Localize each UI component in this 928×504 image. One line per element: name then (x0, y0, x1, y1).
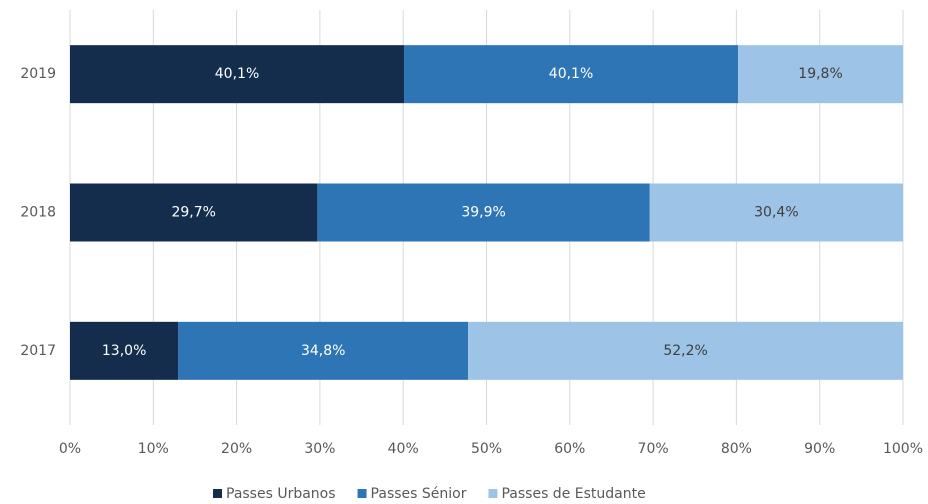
x-tick-label: 70% (638, 441, 669, 457)
legend-label: Passes de Estudante (501, 486, 645, 502)
bar-segment (178, 321, 469, 380)
data-label: 34,8% (301, 343, 345, 359)
legend-swatch (357, 489, 367, 498)
legend-swatch (213, 489, 222, 498)
data-label: 40,1% (215, 66, 259, 82)
bar-segment (70, 45, 405, 104)
data-label: 39,9% (461, 205, 505, 221)
data-label: 19,8% (798, 66, 842, 82)
y-tick-label: 2018 (20, 205, 56, 221)
x-tick-label: 30% (304, 441, 335, 457)
legend-label: Passes Sénior (371, 486, 467, 502)
x-tick-label: 20% (221, 441, 252, 457)
bar-segment (649, 183, 903, 242)
data-label: 30,4% (754, 205, 798, 221)
data-label: 40,1% (549, 66, 593, 82)
x-tick-label: 60% (554, 441, 585, 457)
bar-segment (404, 45, 739, 104)
x-tick-label: 100% (883, 441, 923, 457)
bar-segment (738, 45, 903, 104)
data-label: 52,2% (663, 343, 707, 359)
bar-segment (70, 183, 318, 242)
data-label: 13,0% (102, 343, 146, 359)
x-tick-label: 0% (59, 441, 81, 457)
legend-swatch (488, 489, 498, 498)
bar-segment (70, 321, 179, 380)
y-tick-label: 2019 (20, 66, 56, 82)
bar-segment (468, 321, 903, 380)
y-tick-label: 2017 (20, 343, 56, 359)
legend-label: Passes Urbanos (226, 486, 336, 502)
x-tick-label: 50% (471, 441, 502, 457)
x-tick-label: 10% (138, 441, 169, 457)
x-tick-label: 80% (721, 441, 752, 457)
x-tick-label: 90% (804, 441, 835, 457)
data-label: 29,7% (171, 205, 215, 221)
x-tick-label: 40% (388, 441, 419, 457)
bar-segment (317, 183, 650, 242)
